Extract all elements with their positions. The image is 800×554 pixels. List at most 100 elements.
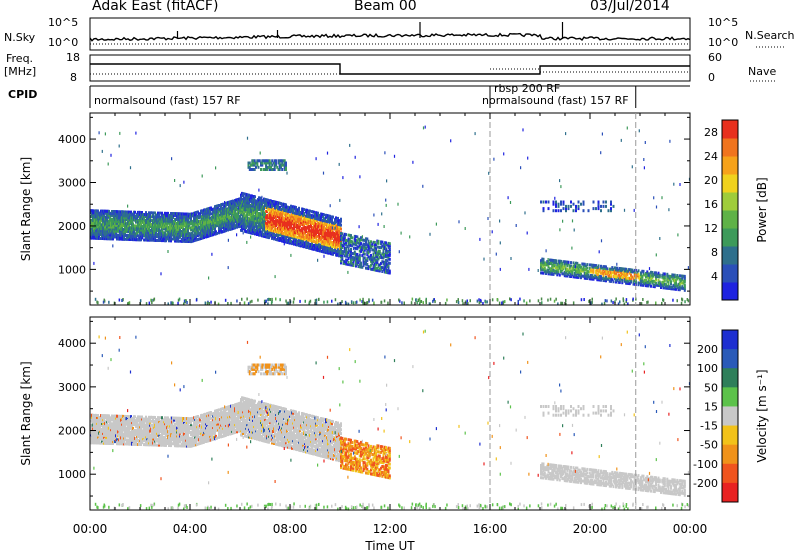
power-cell	[273, 159, 276, 163]
sparse-echo	[237, 206, 239, 210]
power-cell	[633, 282, 636, 286]
power-cell	[106, 223, 108, 227]
power-cell	[108, 227, 110, 231]
sparse-echo	[118, 144, 120, 148]
ground-noise	[403, 301, 405, 305]
power-cell	[662, 272, 665, 276]
power-cell	[233, 222, 235, 226]
power-cell	[231, 207, 233, 211]
power-cell	[271, 159, 274, 163]
power-cell	[212, 233, 214, 237]
power-cell	[179, 224, 181, 228]
power-cell	[640, 280, 642, 283]
power-cell	[237, 209, 239, 213]
power-cell	[591, 268, 594, 272]
power-cell	[247, 211, 249, 215]
power-cell	[600, 275, 602, 279]
power-cell	[293, 236, 295, 240]
power-cell	[329, 214, 331, 218]
sparse-echo	[509, 201, 512, 204]
power-cell	[385, 251, 387, 255]
power-cell	[246, 199, 248, 203]
ground-noise	[331, 299, 333, 303]
power-cell	[635, 281, 637, 285]
power-cell	[675, 284, 677, 288]
power-cell	[269, 212, 271, 216]
power-cell	[291, 228, 293, 232]
sparse-echo	[314, 212, 316, 216]
power-cell	[615, 270, 617, 274]
power-cell	[385, 270, 387, 274]
power-cell	[352, 260, 355, 264]
power-cell	[558, 261, 561, 265]
power-cell	[341, 232, 344, 236]
power-cell	[385, 255, 387, 259]
power-cell	[643, 273, 646, 277]
power-cell	[136, 218, 138, 222]
sparse-echo	[322, 171, 325, 175]
power-cell	[300, 221, 302, 224]
power-cell	[263, 225, 265, 228]
ground-noise	[150, 298, 152, 302]
power-cell	[200, 223, 202, 227]
power-cell	[652, 279, 655, 283]
power-cell	[383, 266, 386, 270]
power-cell	[265, 161, 267, 165]
power-cell	[628, 282, 631, 286]
ground-noise	[314, 299, 317, 303]
power-cell	[203, 228, 205, 232]
ground-noise	[642, 298, 644, 301]
power-cell	[152, 213, 154, 217]
power-cell	[340, 247, 342, 251]
power-cell	[250, 196, 252, 200]
power-cell	[540, 260, 542, 264]
power-cell	[341, 236, 344, 240]
power-cell	[351, 252, 354, 255]
power-cell	[373, 241, 376, 244]
power-cell	[672, 287, 675, 291]
power-cell	[209, 210, 211, 214]
power-cell	[670, 275, 672, 278]
power-cell	[575, 261, 577, 265]
power-cell	[187, 228, 189, 232]
power-cell	[385, 243, 387, 247]
power-cell	[552, 259, 555, 262]
power-cell	[586, 275, 589, 279]
power-cell	[319, 225, 321, 229]
power-cell	[247, 165, 250, 169]
power-cell	[267, 165, 270, 169]
power-cell	[586, 266, 589, 270]
power-cell	[151, 225, 153, 228]
power-cell	[387, 243, 390, 247]
power-cell	[565, 274, 567, 278]
power-cell	[128, 216, 130, 220]
power-cell	[581, 269, 584, 273]
sparse-echo	[377, 222, 379, 226]
power-cell	[380, 246, 382, 250]
power-cell	[591, 267, 594, 271]
power-cell	[360, 238, 362, 242]
power-cell	[670, 280, 672, 284]
power-cell	[297, 218, 299, 222]
power-cell	[347, 249, 350, 253]
power-cell	[125, 228, 127, 231]
velocity-cell	[93, 441, 95, 445]
power-cell	[546, 263, 549, 267]
power-cell	[282, 233, 284, 237]
power-cell	[275, 206, 277, 210]
sparse-echo	[250, 235, 252, 239]
power-cell	[347, 237, 350, 241]
power-cell	[603, 277, 606, 281]
sparse-echo	[422, 184, 424, 188]
ground-noise	[434, 300, 436, 304]
power-cell	[387, 269, 390, 273]
power-cell	[672, 277, 675, 280]
power-cell	[658, 273, 661, 277]
power-cell	[606, 269, 609, 272]
ground-noise	[217, 302, 220, 306]
power-cell	[571, 273, 574, 277]
power-cell	[309, 209, 311, 213]
power-cell	[577, 274, 580, 278]
power-cell	[566, 269, 569, 273]
power-cell	[228, 226, 230, 230]
